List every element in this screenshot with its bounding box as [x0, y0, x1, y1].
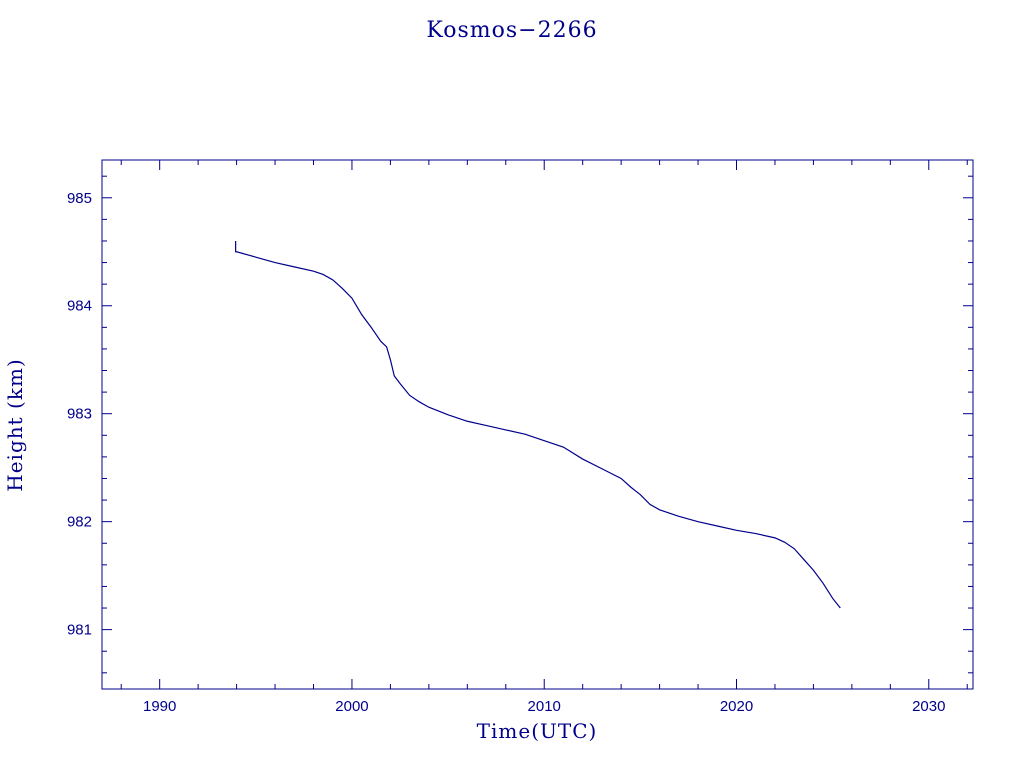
x-axis-label: Time(UTC) — [477, 719, 598, 743]
x-tick-label: 2010 — [528, 698, 561, 715]
x-tick-label: 1990 — [143, 698, 176, 715]
y-tick-label: 984 — [67, 298, 92, 315]
y-tick-label: 983 — [67, 406, 92, 423]
y-tick-label: 981 — [67, 622, 92, 639]
axis-ticks — [102, 160, 973, 689]
x-tick-label: 2020 — [720, 698, 753, 715]
plot-frame — [101, 159, 974, 690]
y-tick-label: 982 — [67, 514, 92, 531]
x-tick-label: 2000 — [335, 698, 368, 715]
x-tick-label: 2030 — [912, 698, 945, 715]
y-axis-label: Height (km) — [3, 358, 27, 491]
height-series-line — [235, 240, 841, 609]
y-tick-label: 985 — [67, 190, 92, 207]
chart-title: Kosmos−2266 — [426, 18, 597, 43]
axis-tick-labels: 1990 2000 2010 2020 2030 981 982 983 984 985 — [67, 190, 945, 715]
